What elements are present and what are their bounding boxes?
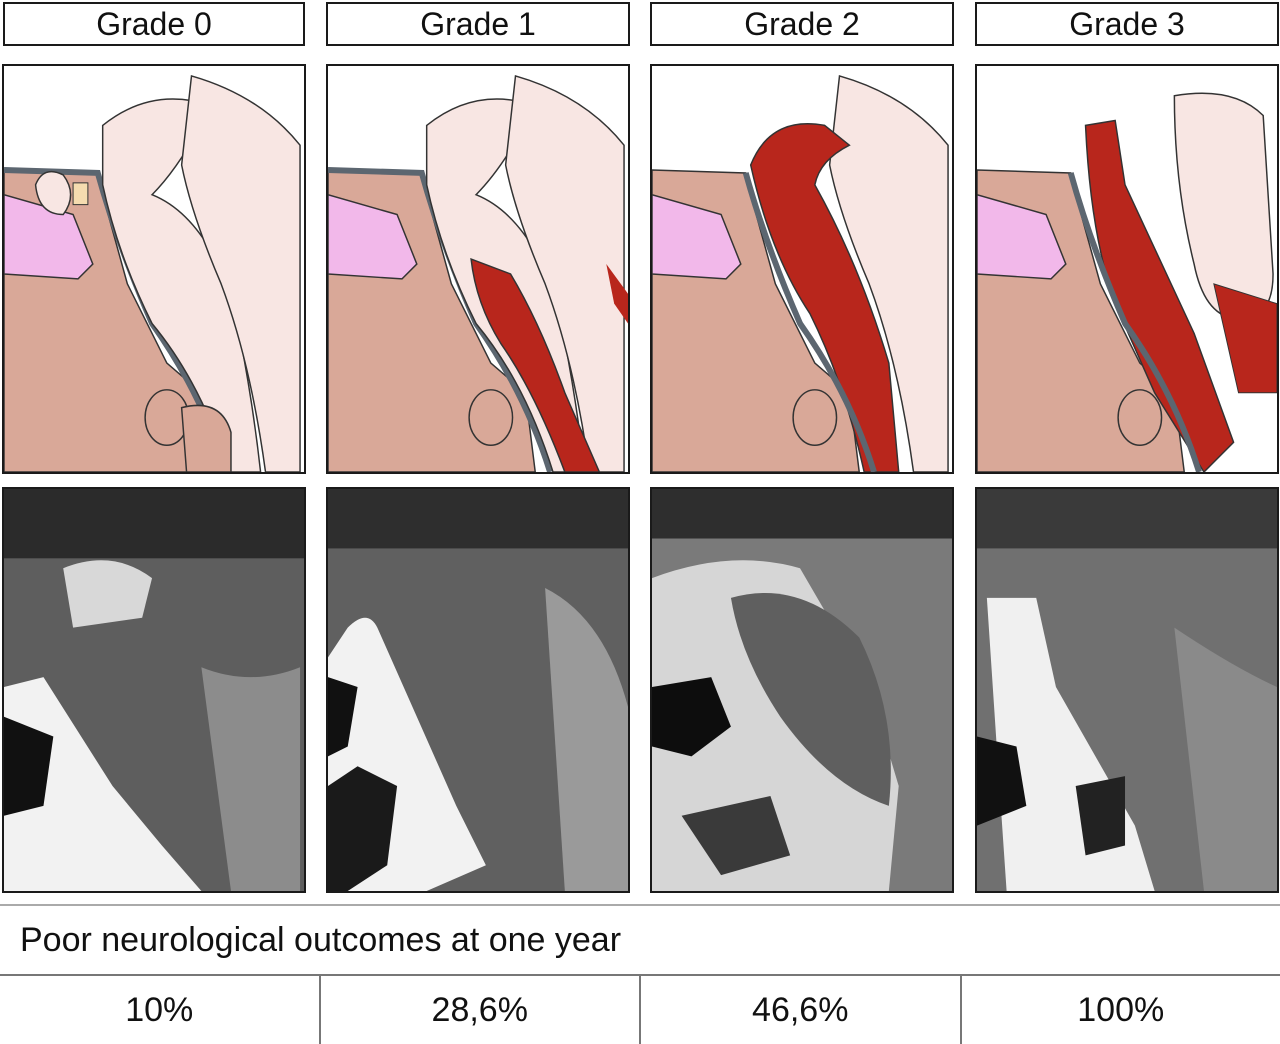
- outcome-grade-1: 28,6%: [321, 976, 641, 1044]
- outcome-grade-0: 10%: [0, 976, 321, 1044]
- grade-3-label: Grade 3: [975, 2, 1279, 46]
- outcome-grade-2: 46,6%: [641, 976, 962, 1044]
- grade-2-ct-scan: [650, 487, 954, 893]
- grade-1-ct-scan: [326, 487, 630, 893]
- grade-3-illustration: [975, 64, 1279, 474]
- outcome-table-header: Poor neurological outcomes at one year: [0, 904, 1280, 974]
- grade-0-label: Grade 0: [3, 2, 305, 46]
- grade-1-illustration: [326, 64, 630, 474]
- outcome-table: Poor neurological outcomes at one year 1…: [0, 904, 1280, 1044]
- grade-0-illustration: [2, 64, 306, 474]
- outcome-values-row: 10% 28,6% 46,6% 100%: [0, 974, 1280, 1044]
- grade-0-ct-scan: [2, 487, 306, 893]
- grade-2-label: Grade 2: [650, 2, 954, 46]
- grade-1-label: Grade 1: [326, 2, 630, 46]
- outcome-grade-3: 100%: [1077, 990, 1165, 1029]
- grade-2-illustration: [650, 64, 954, 474]
- grade-3-ct-scan: [975, 487, 1279, 893]
